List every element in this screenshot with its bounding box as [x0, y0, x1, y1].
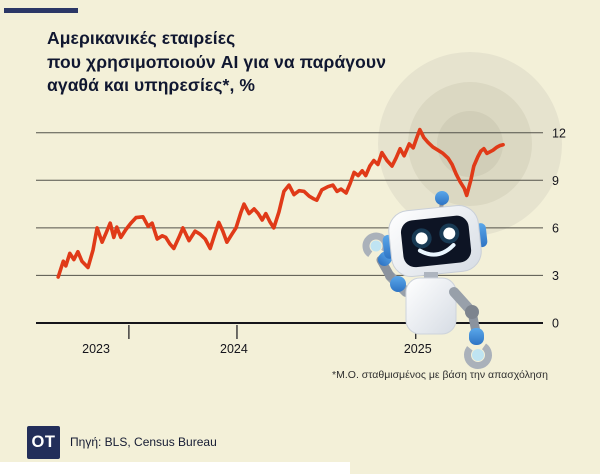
- robot-body: [405, 277, 457, 335]
- x-axis-label: 2024: [220, 342, 248, 356]
- ot-logo: OT: [27, 426, 60, 459]
- y-axis-label: 12: [552, 126, 566, 140]
- bottom-white-strip: [0, 462, 350, 474]
- y-axis-labels: 0 3 6 9 12: [552, 126, 566, 330]
- source-text: Πηγή: BLS, Census Bureau: [70, 435, 217, 449]
- robot-mascot-illustration: [362, 191, 492, 369]
- robot-face-screen: [400, 215, 472, 268]
- chart-footnote: *Μ.Ο. σταθμισμένος με βάση την απασχόλησ…: [332, 369, 548, 381]
- robot-right-claw: [464, 341, 492, 369]
- robot-left-shoulder: [390, 276, 406, 292]
- x-axis-label: 2025: [404, 342, 432, 356]
- robot-right-eye: [443, 227, 456, 240]
- y-axis-label: 9: [552, 174, 559, 188]
- y-axis-label: 6: [552, 221, 559, 235]
- x-axis-labels: 2023 2024 2025: [82, 342, 432, 356]
- y-axis-label: 0: [552, 317, 559, 331]
- chart-title: Αμερικανικές εταιρείες που χρησιμοποιούν…: [47, 27, 527, 98]
- data-line: [56, 127, 505, 279]
- x-axis-label: 2023: [82, 342, 110, 356]
- robot-left-eye: [415, 232, 428, 245]
- robot-held-ring: [370, 240, 382, 252]
- robot-right-wrist: [469, 328, 484, 345]
- robot-right-arm: [449, 287, 492, 369]
- y-axis-label: 3: [552, 269, 559, 283]
- chart-title-line-3: αγαθά και υπηρεσίες*, %: [47, 75, 256, 95]
- robot-head: [382, 204, 488, 278]
- chart-title-line-1: Αμερικανικές εταιρείες: [47, 28, 236, 48]
- background-circle: [437, 111, 503, 177]
- robot-held-ball: [472, 349, 484, 361]
- accent-bar: [4, 8, 78, 13]
- chart-title-line-2: που χρησιμοποιούν AI για να παράγουν: [47, 51, 387, 72]
- source-row: OT Πηγή: BLS, Census Bureau: [0, 420, 600, 462]
- robot-neck: [424, 272, 438, 282]
- background-circles: [378, 52, 562, 236]
- robot-smile: [417, 243, 456, 257]
